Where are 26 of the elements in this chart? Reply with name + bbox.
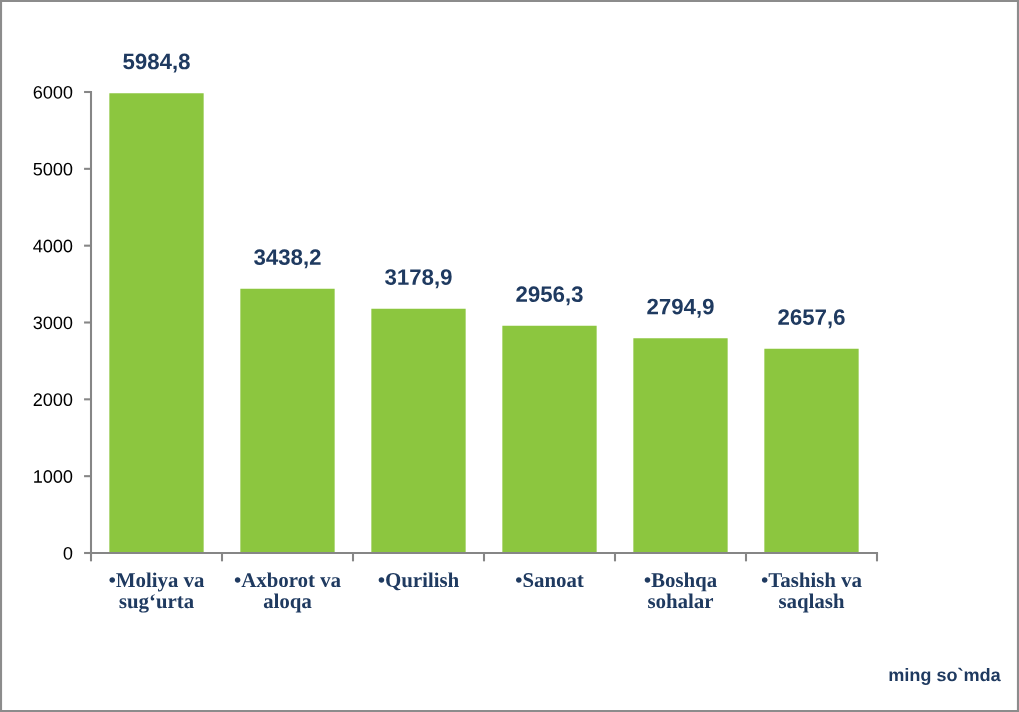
y-tick-label: 4000	[33, 239, 73, 253]
y-tick-label: 2000	[33, 393, 73, 407]
y-tick-label: 3000	[33, 316, 73, 330]
data-label: 3178,9	[385, 269, 452, 289]
bar	[633, 338, 728, 553]
x-tick-label: •Axborot va aloqa	[234, 572, 341, 613]
bar	[764, 348, 859, 553]
text: ming so`mda	[889, 667, 1001, 685]
bar	[240, 288, 335, 553]
bar	[371, 308, 466, 553]
data-label: 3438,2	[254, 249, 321, 269]
data-label: 5984,8	[123, 53, 190, 73]
y-tick-label: 0	[63, 546, 73, 560]
data-label: 2794,9	[647, 298, 714, 318]
x-tick-label: •Boshqa sohalar	[644, 572, 717, 609]
data-label: 2657,6	[778, 309, 845, 329]
bar	[502, 325, 597, 553]
y-tick-label: 5000	[33, 162, 73, 176]
x-tick-label: •Moliya va sug‘urta	[109, 572, 205, 613]
x-tick-label: •Tashish va saqlash	[761, 572, 862, 613]
y-tick-label: 6000	[33, 85, 73, 99]
x-tick-label: •Sanoat	[516, 573, 584, 588]
bar	[109, 93, 204, 553]
y-tick-label: 1000	[34, 470, 73, 483]
x-tick-label: •Qurilish	[378, 572, 459, 591]
data-label: 2956,3	[516, 286, 583, 306]
